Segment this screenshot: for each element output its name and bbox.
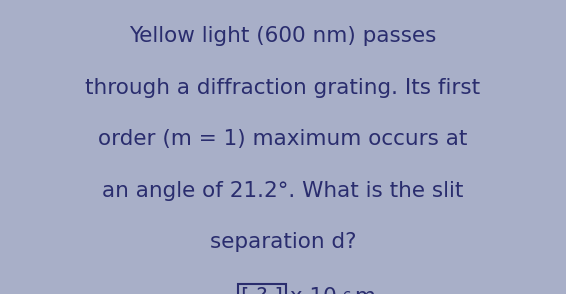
Text: Yellow light (600 nm) passes: Yellow light (600 nm) passes [129,26,437,46]
Text: through a diffraction grating. Its first: through a diffraction grating. Its first [85,78,481,98]
Text: x 10: x 10 [283,287,337,294]
Text: order (m = 1) maximum occurs at: order (m = 1) maximum occurs at [98,129,468,149]
Text: m: m [348,287,376,294]
Text: -6: -6 [337,291,351,294]
Text: separation d?: separation d? [210,232,356,252]
Text: [ ? ]: [ ? ] [241,287,283,294]
Text: an angle of 21.2°. What is the slit: an angle of 21.2°. What is the slit [102,181,464,201]
